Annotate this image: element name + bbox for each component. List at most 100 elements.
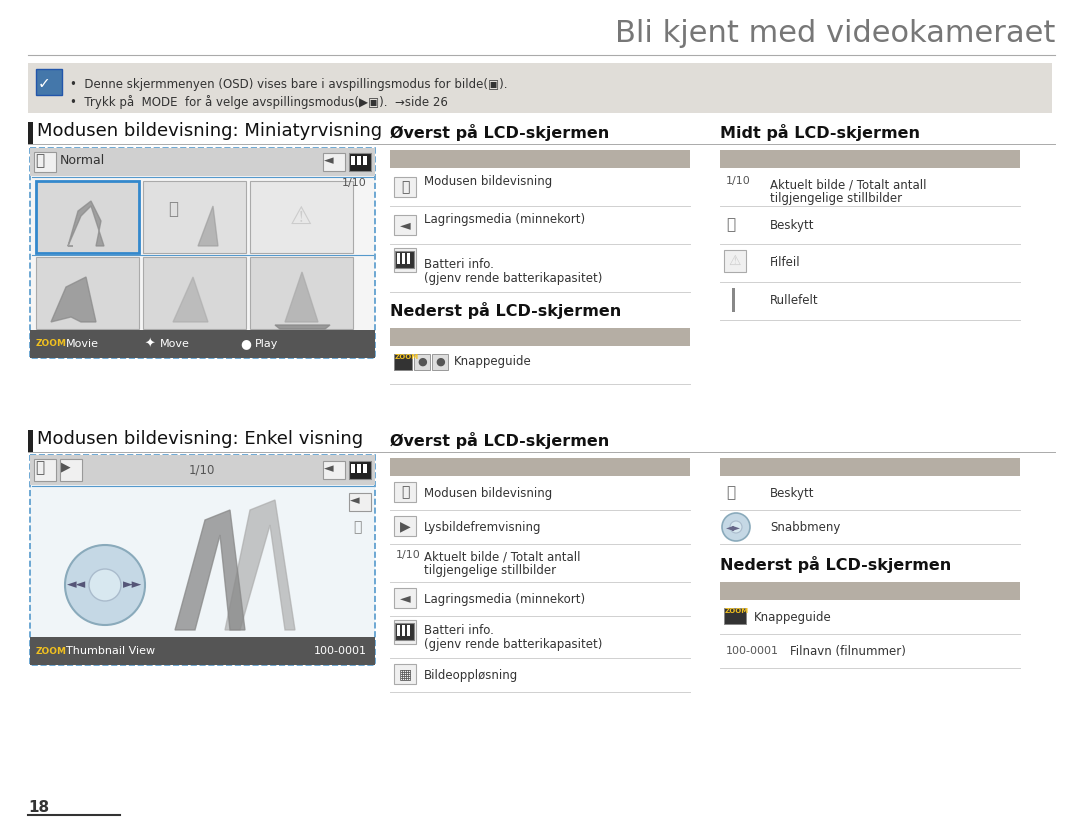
Bar [143,257,246,329]
Bar [357,464,361,473]
Text: ⌗: ⌗ [35,153,44,168]
Polygon shape [51,277,96,322]
Bar [402,625,405,636]
Bar [349,153,372,171]
Bar [33,152,56,172]
Text: ◄: ◄ [400,218,410,232]
Bar [249,181,353,253]
Text: ◄: ◄ [400,591,410,605]
Text: Lagringsmedia (minnekort): Lagringsmedia (minnekort) [424,592,585,606]
Bar [394,354,411,370]
Text: 1/10: 1/10 [726,176,751,186]
Polygon shape [175,510,245,630]
Text: Øverst på LCD-skjermen: Øverst på LCD-skjermen [390,432,609,449]
Text: ⌗: ⌗ [401,180,409,194]
Text: Batteri info.: Batteri info. [424,624,494,637]
Text: ◄►: ◄► [726,522,741,532]
Bar [349,493,372,511]
Bar [414,354,430,370]
Text: •  Trykk på  MODE  for å velge avspillingsmodus(▶▣).  →side 26: • Trykk på MODE for å velge avspillingsm… [70,95,448,109]
Bar [390,458,690,476]
Bar [363,464,367,473]
Bar [30,148,375,176]
Text: Lagringsmedia (minnekort): Lagringsmedia (minnekort) [424,214,585,227]
Text: Bildeoppløsning: Bildeoppløsning [424,668,518,681]
Bar [28,430,33,452]
Text: Normal: Normal [60,154,105,167]
Polygon shape [225,500,295,630]
Bar [397,625,400,636]
Bar [143,181,246,253]
Bar [363,156,367,165]
Bar [394,664,416,684]
Text: ⚠: ⚠ [289,205,312,229]
Text: ✓: ✓ [38,76,51,91]
Text: Midt på LCD-skjermen: Midt på LCD-skjermen [720,124,920,141]
Text: Play: Play [255,339,279,349]
Bar [407,625,410,636]
Text: Modusen bildevisning: Enkel visning: Modusen bildevisning: Enkel visning [37,430,363,448]
Text: ◄: ◄ [350,494,360,507]
Text: Beskytt: Beskytt [770,487,814,499]
Polygon shape [198,206,218,246]
Polygon shape [173,277,208,322]
Text: tilgjengelige stillbilder: tilgjengelige stillbilder [770,192,902,205]
Text: 1/10: 1/10 [189,464,215,477]
Text: ZOOM: ZOOM [395,354,419,360]
Text: ZOOM: ZOOM [36,340,67,348]
Text: Move: Move [160,339,190,349]
Bar [351,464,355,473]
Bar [720,458,1020,476]
Text: Filfeil: Filfeil [770,257,800,270]
Text: 1/10: 1/10 [342,178,367,188]
Polygon shape [275,325,330,329]
Bar [394,482,416,502]
Polygon shape [68,201,104,246]
Bar [432,354,448,370]
Bar [395,251,414,268]
Text: Knappeguide: Knappeguide [454,356,531,369]
Bar [397,253,400,264]
Text: Bli kjent med videokameraet: Bli kjent med videokameraet [615,19,1055,48]
Text: ⌗: ⌗ [401,485,409,499]
Text: 1/10: 1/10 [396,550,421,560]
Polygon shape [285,272,318,322]
Text: Knappeguide: Knappeguide [754,610,832,624]
Text: Thumbnail View: Thumbnail View [66,646,156,656]
Bar [349,461,372,479]
Bar [732,288,735,312]
Text: Beskytt: Beskytt [770,219,814,232]
Text: ⚠: ⚠ [729,254,741,268]
Text: ⌗: ⌗ [35,460,44,475]
Text: 🔑: 🔑 [726,485,735,501]
Text: Rullefelt: Rullefelt [770,295,819,308]
Text: Modusen bildevisning: Miniatyrvisning: Modusen bildevisning: Miniatyrvisning [37,122,382,140]
Bar [394,248,416,272]
Bar [407,253,410,264]
Text: Nederst på LCD-skjermen: Nederst på LCD-skjermen [390,302,621,319]
Bar [30,455,375,485]
Text: tilgjengelige stillbilder: tilgjengelige stillbilder [424,564,556,577]
Bar [390,328,690,346]
Text: 100-0001: 100-0001 [726,646,779,656]
Text: ●: ● [240,337,251,351]
Text: ▶: ▶ [400,519,410,533]
Text: Snabbmeny: Snabbmeny [770,521,840,534]
Text: Øverst på LCD-skjermen: Øverst på LCD-skjermen [390,124,609,141]
Bar [323,461,345,479]
Bar [323,153,345,171]
Bar [28,122,33,144]
Text: ▦: ▦ [399,667,411,681]
Text: 100-0001: 100-0001 [314,646,367,656]
Bar [36,257,139,329]
Circle shape [723,513,750,541]
Bar [36,181,139,253]
Bar [720,582,1020,600]
Text: ◄◄: ◄◄ [67,578,86,592]
Text: 🔑: 🔑 [168,200,178,218]
Bar [30,455,375,665]
Text: ●: ● [435,357,445,367]
Text: 🔑: 🔑 [353,520,362,534]
Bar [60,459,82,481]
Text: Modusen bildevisning: Modusen bildevisning [424,487,552,499]
